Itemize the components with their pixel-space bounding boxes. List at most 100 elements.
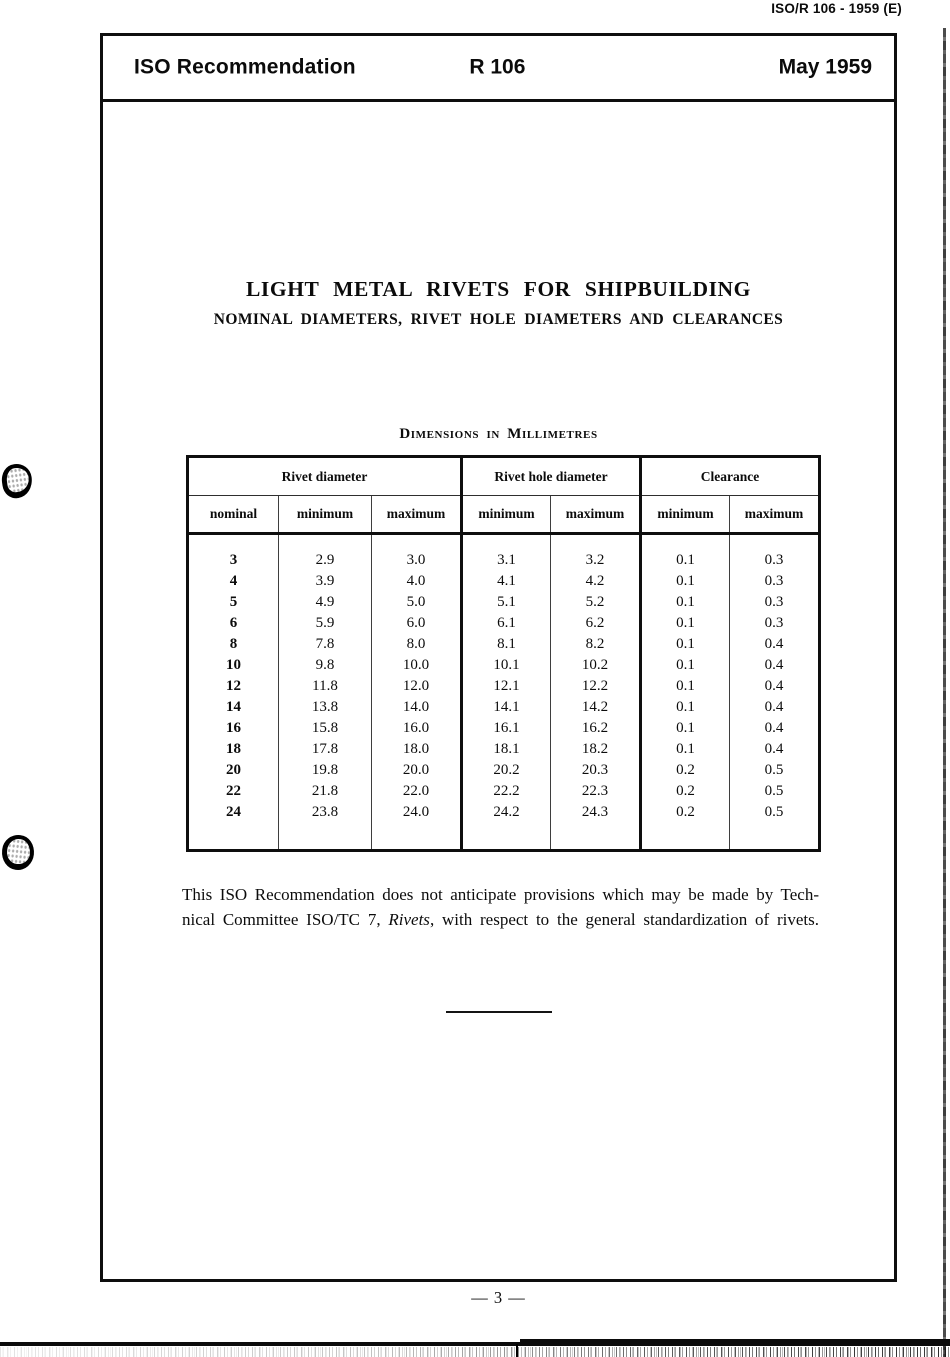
table-cell: 19.8 [278, 760, 372, 781]
table-cell: 5.9 [278, 613, 372, 634]
table-cell: 4.9 [278, 592, 372, 613]
table-cell: 18.2 [550, 739, 641, 760]
table-cell: 16 [226, 720, 241, 736]
table-header: Rivet diameter Rivet hole diameter Clear… [187, 456, 820, 535]
table-cell: 8 [229, 636, 238, 652]
table-cell: 0.3 [729, 571, 820, 592]
table-cell: 0.1 [639, 592, 730, 613]
table-cell: 16.1 [460, 718, 551, 739]
issue-date: May 1959 [778, 55, 872, 79]
table-cell: 22.2 [460, 781, 551, 802]
table-cell: 24 [226, 804, 241, 820]
document-subtitle: NOMINAL DIAMETERS, RIVET HOLE DIAMETERS … [213, 311, 784, 328]
table-cell: 23.8 [278, 802, 372, 851]
table-cell: 12.2 [550, 676, 641, 697]
table-row: 20 19.8 20.0 20.2 20.3 0.2 0.5 [188, 760, 820, 781]
table-cell: 3 [229, 552, 238, 568]
table-cell: 0.4 [729, 655, 820, 676]
table-row: 18 17.8 18.0 18.1 18.2 0.1 0.4 [188, 739, 820, 760]
table-cell: 0.1 [639, 676, 730, 697]
table-cell: 4 [229, 573, 238, 589]
column-header-hole-minimum: minimum [460, 495, 551, 535]
table-cell: 10.0 [370, 655, 462, 676]
table-cell: 0.1 [639, 613, 730, 634]
table-cell: 3.1 [460, 533, 551, 571]
table-cell: 0.1 [639, 634, 730, 655]
table-cell: 12.1 [460, 676, 551, 697]
table-subheader-row: nominal minimum maximum minimum maximum … [187, 495, 820, 535]
table-cell: 0.1 [639, 571, 730, 592]
table-cell: 0.4 [729, 634, 820, 655]
table-cell: 10.1 [460, 655, 551, 676]
table-cell: 6 [229, 615, 238, 631]
table-cell: 24.3 [550, 802, 641, 851]
page-number: — 3 — [471, 1288, 526, 1307]
note-line-2-pre: nical Committee ISO/TC 7, [182, 910, 389, 929]
punch-hole-top [0, 462, 35, 500]
section-divider-rule [446, 1011, 552, 1013]
column-group-rivet-diameter: Rivet diameter [187, 456, 462, 496]
table-cell: 8.1 [460, 634, 551, 655]
table-cell: 15.8 [278, 718, 372, 739]
scan-noise-band [0, 1347, 950, 1357]
table-cell: 0.1 [639, 697, 730, 718]
table-cell: 20.3 [550, 760, 641, 781]
table-cell: 0.1 [639, 533, 730, 571]
table-cell: 0.4 [729, 718, 820, 739]
table-cell: 3.2 [550, 533, 641, 571]
table-group-header-row: Rivet diameter Rivet hole diameter Clear… [187, 456, 820, 496]
table-cell: 8.2 [550, 634, 641, 655]
table-cell: 6.1 [460, 613, 551, 634]
document-header: ISO Recommendation R 106 May 1959 [103, 36, 894, 102]
scan-bottom-line-right [520, 1339, 950, 1342]
table-row: 4 3.9 4.0 4.1 4.2 0.1 0.3 [188, 571, 820, 592]
table-cell: 20 [226, 762, 241, 778]
table-cell: 0.5 [729, 760, 820, 781]
table-cell: 7.8 [278, 634, 372, 655]
iso-recommendation-label: ISO Recommendation [134, 55, 356, 79]
column-header-rivet-maximum: maximum [370, 495, 462, 535]
table-cell: 17.8 [278, 739, 372, 760]
table-cell: 6.2 [550, 613, 641, 634]
punch-hole-bottom [0, 833, 36, 872]
table-cell: 0.2 [639, 802, 730, 851]
table-cell: 5.2 [550, 592, 641, 613]
table-cell: 0.4 [729, 739, 820, 760]
table-row: 8 7.8 8.0 8.1 8.2 0.1 0.4 [188, 634, 820, 655]
table-cell: 0.3 [729, 613, 820, 634]
table-row: 24 23.8 24.0 24.2 24.3 0.2 0.5 [188, 802, 820, 851]
table-cell: 20.0 [370, 760, 462, 781]
document-number: R 106 [469, 55, 526, 79]
table-row: 14 13.8 14.0 14.1 14.2 0.1 0.4 [188, 697, 820, 718]
table-cell: 9.8 [278, 655, 372, 676]
note-line-2-italic: Rivets [388, 910, 430, 929]
table-row: 22 21.8 22.0 22.2 22.3 0.2 0.5 [188, 781, 820, 802]
table-cell: 8.0 [370, 634, 462, 655]
table-cell: 20.2 [460, 760, 551, 781]
table-cell: 0.4 [729, 697, 820, 718]
corner-reference: ISO/R 106 - 1959 (E) [771, 1, 902, 16]
table-cell: 11.8 [278, 676, 372, 697]
table-cell: 3.0 [370, 533, 462, 571]
table-cell: 6.0 [370, 613, 462, 634]
table-row: 12 11.8 12.0 12.1 12.2 0.1 0.4 [188, 676, 820, 697]
table-cell: 16.0 [370, 718, 462, 739]
column-header-hole-maximum: maximum [550, 495, 641, 535]
scan-bottom-line [0, 1342, 950, 1346]
table-cell: 13.8 [278, 697, 372, 718]
table-cell: 16.2 [550, 718, 641, 739]
page-frame: ISO Recommendation R 106 May 1959 LIGHT … [100, 33, 897, 1282]
document-title: LIGHT METAL RIVETS FOR SHIPBUILDING [245, 277, 751, 301]
table-cell: 3.9 [278, 571, 372, 592]
table-cell: 18 [226, 741, 241, 757]
note-line-2-post: , with respect to the general standardiz… [429, 910, 820, 929]
column-group-rivet-hole-diameter: Rivet hole diameter [460, 456, 641, 496]
table-cell: 14.0 [370, 697, 462, 718]
table-cell: 4.0 [370, 571, 462, 592]
column-header-clr-maximum: maximum [729, 495, 820, 535]
note-line-2: nical Committee ISO/TC 7, Rivets, with r… [182, 907, 819, 932]
table-body: 3 2.9 3.0 3.1 3.2 0.1 0.3 4 3.9 4.0 4.1 4.2 0.1 0.3 5 4… [188, 533, 820, 851]
table-cell: 24.2 [460, 802, 551, 851]
table-cell: 0.1 [639, 718, 730, 739]
